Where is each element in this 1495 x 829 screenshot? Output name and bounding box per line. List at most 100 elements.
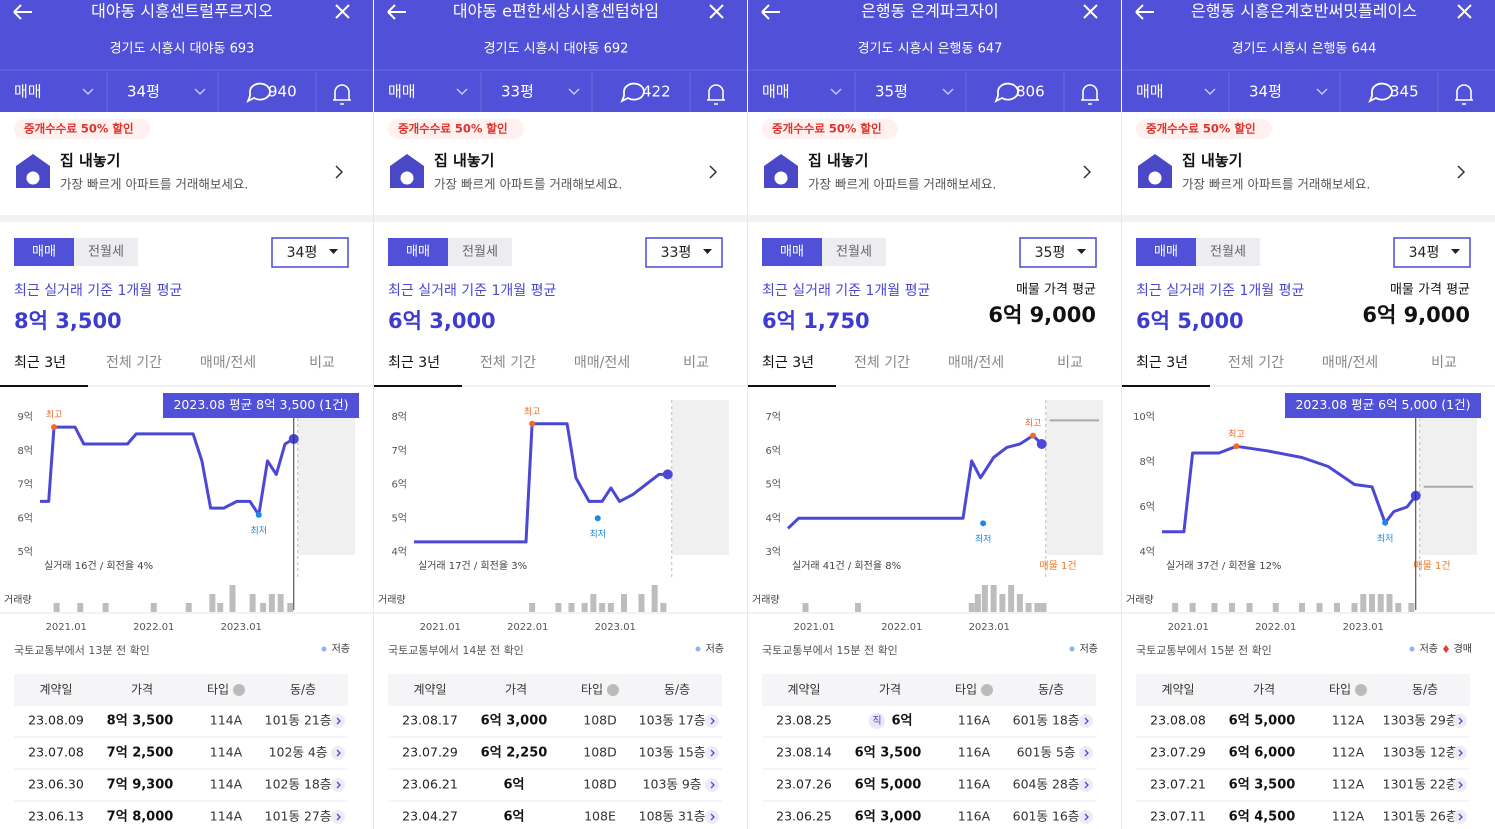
volume-bar (77, 603, 84, 612)
chevron[interactable] (709, 165, 718, 179)
bell-icon[interactable] (707, 84, 725, 105)
row-arrow[interactable] (1453, 746, 1467, 760)
row-chevron (1084, 749, 1089, 757)
size-select[interactable] (1393, 237, 1471, 268)
back-button[interactable] (1135, 4, 1154, 20)
size-filter[interactable]: 33평 (501, 83, 534, 101)
volume-bar (974, 594, 981, 612)
table-header: 타입 (1329, 683, 1351, 697)
toggle-sale[interactable]: 매매 (406, 245, 430, 260)
row-arrow[interactable] (1079, 810, 1093, 824)
trade-filter[interactable]: 매매 (762, 83, 790, 101)
trade-filter[interactable]: 매매 (14, 83, 42, 101)
row-arrow[interactable] (705, 810, 719, 824)
row-arrow[interactable] (1079, 714, 1093, 728)
y-tick-label: 7억 (765, 411, 781, 423)
close-button[interactable] (1457, 4, 1472, 19)
comment-icon (246, 82, 271, 103)
triangle (1077, 249, 1086, 254)
bell-icon[interactable] (1081, 84, 1099, 105)
comment-count[interactable]: 940 (268, 83, 297, 101)
comment-count[interactable]: 806 (1016, 83, 1045, 101)
row-date: 23.08.08 (1150, 713, 1206, 728)
row-price: 6억 5,000 (855, 778, 922, 793)
volume-bar (268, 594, 275, 612)
comment-count[interactable]: 345 (1390, 83, 1419, 101)
back-button[interactable] (13, 4, 32, 20)
tooltip: 2023.08 평균 8억 3,500 (1건) (173, 397, 348, 412)
toggle-sale[interactable]: 매매 (32, 245, 56, 260)
toggle-rent[interactable]: 전월세 (1210, 245, 1246, 260)
tab[interactable]: 비교 (309, 355, 335, 371)
row-arrow[interactable] (331, 810, 345, 824)
row-arrow[interactable] (1453, 810, 1467, 824)
back-button[interactable] (387, 4, 406, 20)
row-arrow[interactable] (1079, 778, 1093, 792)
row-arrow[interactable] (705, 778, 719, 792)
row-type: 108D (583, 777, 616, 792)
size-select[interactable] (1019, 237, 1097, 268)
tab[interactable]: 비교 (1057, 355, 1083, 371)
tab[interactable]: 최근 3년 (388, 355, 440, 371)
row-unit: 601동 5층 (1017, 745, 1076, 760)
size-filter[interactable]: 34평 (127, 83, 160, 101)
title: 은행동 시흥은계호반써밋플레이스 (1191, 2, 1417, 21)
tab[interactable]: 매매/전세 (1322, 355, 1378, 371)
tab[interactable]: 최근 3년 (762, 355, 814, 371)
title: 대야동 시흥센트럴푸르지오 (91, 2, 273, 21)
toggle-rent[interactable]: 전월세 (462, 245, 498, 260)
size-select[interactable] (271, 237, 349, 268)
comment-count[interactable]: 422 (642, 83, 671, 101)
price-line (414, 422, 668, 544)
tab[interactable]: 매매/전세 (948, 355, 1004, 371)
table-header: 타입 (207, 683, 229, 697)
row-arrow[interactable] (705, 746, 719, 760)
back-button[interactable] (761, 4, 780, 20)
promo-tag: 중개수수료 50% 할인 (24, 122, 134, 136)
tab[interactable]: 매매/전세 (200, 355, 256, 371)
tab[interactable]: 전체 기간 (854, 355, 910, 371)
chevron[interactable] (335, 165, 344, 179)
size-filter[interactable]: 34평 (1249, 83, 1282, 101)
row-arrow[interactable] (1079, 746, 1093, 760)
chevron[interactable] (1083, 165, 1092, 179)
chevron[interactable] (1457, 165, 1466, 179)
trade-filter[interactable]: 매매 (1136, 83, 1164, 101)
trade-filter[interactable]: 매매 (388, 83, 416, 101)
close-button[interactable] (1083, 4, 1098, 19)
tab[interactable]: 비교 (683, 355, 709, 371)
toggle-sale[interactable]: 매매 (780, 245, 804, 260)
size-select[interactable] (645, 237, 723, 268)
tab[interactable]: 전체 기간 (106, 355, 162, 371)
toggle-active (14, 238, 74, 266)
tab[interactable]: 전체 기간 (1228, 355, 1284, 371)
toggle-rent[interactable]: 전월세 (836, 245, 872, 260)
close-button[interactable] (709, 4, 724, 19)
tab[interactable]: 전체 기간 (480, 355, 536, 371)
volume-bar (990, 585, 997, 612)
tab[interactable]: 최근 3년 (14, 355, 66, 371)
tab[interactable]: 매매/전세 (574, 355, 630, 371)
row-arrow[interactable] (331, 746, 345, 760)
comment-icon (1368, 82, 1393, 103)
row-price: 6억 3,000 (481, 714, 548, 729)
row-chevron (336, 717, 341, 725)
toggle-rent[interactable]: 전월세 (88, 245, 124, 260)
row-arrow[interactable] (331, 778, 345, 792)
listing-value: 6억 9,000 (1362, 303, 1470, 327)
row-arrow[interactable] (1453, 714, 1467, 728)
table-header: 계약일 (1161, 682, 1194, 697)
row-arrow[interactable] (705, 714, 719, 728)
row-arrow[interactable] (331, 714, 345, 728)
help-icon (1355, 684, 1367, 696)
volume-bar (981, 585, 988, 612)
close-button[interactable] (335, 4, 350, 19)
row-arrow[interactable] (1453, 778, 1467, 792)
source: 국토교통부에서 14분 전 확인 (388, 644, 524, 657)
tab[interactable]: 비교 (1431, 355, 1457, 371)
size-filter[interactable]: 35평 (875, 83, 908, 101)
toggle-sale[interactable]: 매매 (1154, 245, 1178, 260)
tab[interactable]: 최근 3년 (1136, 355, 1188, 371)
bell-icon[interactable] (1455, 84, 1473, 105)
bell-icon[interactable] (333, 84, 351, 105)
